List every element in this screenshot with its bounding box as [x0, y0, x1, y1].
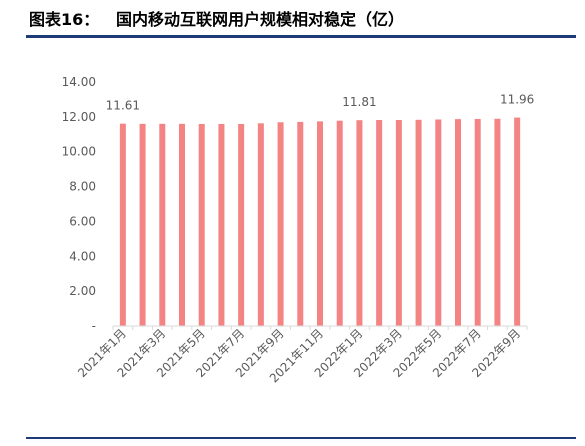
bar — [297, 121, 304, 326]
chart-title: 图表16： 国内移动互联网用户规模相对稳定（亿） — [29, 10, 404, 29]
bar — [514, 117, 521, 326]
bar — [494, 118, 501, 326]
bar — [356, 120, 363, 326]
bar — [455, 119, 461, 326]
y-tick-label: - — [92, 319, 96, 333]
top-rule — [26, 35, 576, 38]
bar — [257, 123, 264, 326]
bar — [218, 124, 225, 326]
bar — [159, 123, 166, 326]
y-tick-label: 2.00 — [69, 284, 96, 298]
bar — [198, 124, 205, 326]
y-tick-label: 4.00 — [69, 249, 96, 263]
bar — [317, 121, 323, 326]
y-tick-label: 8.00 — [69, 180, 96, 194]
data-label: 11.81 — [342, 95, 376, 109]
bar — [336, 120, 343, 326]
data-label: 11.96 — [500, 93, 534, 107]
bar — [376, 119, 383, 326]
y-tick-label: 14.00 — [62, 75, 96, 89]
y-tick-label: 10.00 — [62, 145, 96, 159]
y-tick-label: 6.00 — [69, 214, 96, 228]
bar — [179, 123, 185, 326]
data-label: 11.61 — [106, 99, 140, 113]
bar — [435, 119, 442, 326]
bar — [238, 124, 245, 326]
bar — [119, 123, 126, 326]
bar — [139, 123, 146, 326]
bottom-rule — [26, 437, 576, 439]
y-tick-label: 12.00 — [62, 110, 96, 124]
bar — [474, 118, 481, 326]
bar — [395, 119, 402, 326]
bar — [277, 122, 284, 326]
bar — [415, 119, 422, 326]
